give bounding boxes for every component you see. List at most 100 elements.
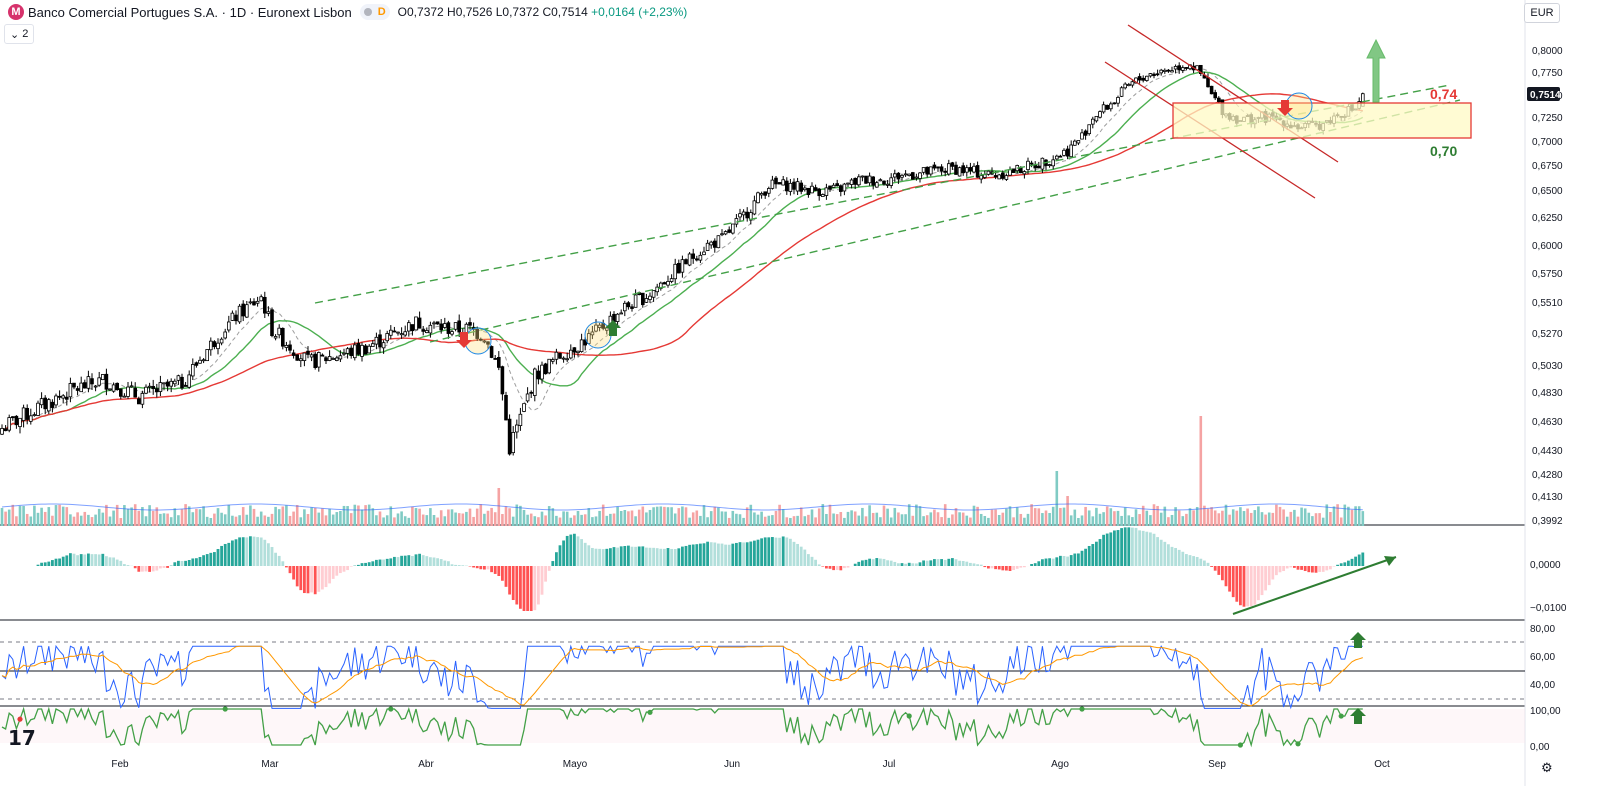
candle-body[interactable]	[670, 279, 673, 282]
candle-body[interactable]	[26, 408, 29, 419]
candle-body[interactable]	[1005, 176, 1008, 180]
candle-body[interactable]	[573, 348, 576, 352]
candlestick-layer[interactable]	[1, 62, 1365, 455]
candle-body[interactable]	[278, 328, 281, 335]
candle-body[interactable]	[893, 174, 896, 177]
candle-body[interactable]	[886, 184, 889, 185]
candle-body[interactable]	[861, 176, 864, 177]
candle-body[interactable]	[947, 164, 950, 174]
candle-body[interactable]	[382, 343, 385, 348]
candle-body[interactable]	[87, 377, 90, 389]
candle-body[interactable]	[785, 181, 788, 191]
candle-body[interactable]	[181, 377, 184, 388]
candle-body[interactable]	[245, 305, 248, 317]
candle-body[interactable]	[357, 343, 360, 354]
candle-body[interactable]	[724, 232, 727, 234]
candle-body[interactable]	[677, 263, 680, 273]
candle-body[interactable]	[130, 386, 133, 387]
candle-body[interactable]	[541, 365, 544, 379]
candle-body[interactable]	[926, 167, 929, 174]
candle-body[interactable]	[386, 334, 389, 341]
candle-body[interactable]	[1102, 105, 1105, 112]
candle-body[interactable]	[933, 165, 936, 168]
candle-body[interactable]	[569, 350, 572, 358]
candle-body[interactable]	[242, 304, 245, 316]
candle-body[interactable]	[577, 351, 580, 352]
candle-body[interactable]	[623, 303, 626, 310]
candle-body[interactable]	[1084, 131, 1087, 135]
candle-body[interactable]	[51, 402, 54, 407]
candle-body[interactable]	[1113, 103, 1116, 104]
candle-body[interactable]	[101, 374, 104, 379]
candle-body[interactable]	[310, 355, 313, 357]
candle-body[interactable]	[152, 386, 155, 388]
candle-body[interactable]	[1174, 66, 1177, 69]
candle-body[interactable]	[145, 387, 148, 393]
candle-body[interactable]	[119, 389, 122, 396]
candle-body[interactable]	[148, 386, 151, 387]
candle-body[interactable]	[929, 167, 932, 174]
candle-body[interactable]	[1027, 161, 1030, 169]
candle-body[interactable]	[987, 171, 990, 174]
candle-body[interactable]	[746, 212, 749, 218]
candle-body[interactable]	[1109, 104, 1112, 109]
candle-body[interactable]	[728, 230, 731, 233]
candle-body[interactable]	[1077, 140, 1080, 143]
candle-body[interactable]	[753, 201, 756, 214]
candle-body[interactable]	[1178, 66, 1181, 70]
candle-body[interactable]	[188, 375, 191, 387]
candle-body[interactable]	[37, 403, 40, 415]
candle-body[interactable]	[857, 177, 860, 185]
candle-body[interactable]	[440, 324, 443, 330]
candle-body[interactable]	[767, 189, 770, 194]
candle-body[interactable]	[533, 369, 536, 395]
candle-body[interactable]	[883, 181, 886, 184]
candle-body[interactable]	[69, 383, 72, 396]
candle-body[interactable]	[1073, 141, 1076, 145]
candle-body[interactable]	[537, 371, 540, 379]
candle-body[interactable]	[393, 331, 396, 332]
candle-body[interactable]	[739, 214, 742, 217]
candle-body[interactable]	[83, 383, 86, 388]
candle-body[interactable]	[15, 416, 18, 424]
candle-body[interactable]	[699, 255, 702, 260]
candle-body[interactable]	[22, 408, 25, 421]
candle-body[interactable]	[1185, 67, 1188, 68]
candle-body[interactable]	[965, 168, 968, 172]
candle-body[interactable]	[191, 364, 194, 375]
candle-body[interactable]	[688, 254, 691, 265]
candle-body[interactable]	[843, 184, 846, 191]
candle-body[interactable]	[422, 330, 425, 332]
candle-body[interactable]	[325, 358, 328, 361]
candle-body[interactable]	[940, 167, 943, 171]
candle-body[interactable]	[973, 166, 976, 172]
candle-body[interactable]	[1117, 97, 1120, 103]
candle-body[interactable]	[379, 335, 382, 347]
candle-body[interactable]	[155, 389, 158, 392]
candle-body[interactable]	[717, 236, 720, 248]
candle-body[interactable]	[1214, 93, 1217, 98]
candle-body[interactable]	[274, 336, 277, 338]
candle-body[interactable]	[796, 182, 799, 191]
candle-body[interactable]	[1138, 77, 1141, 81]
candle-body[interactable]	[94, 386, 97, 387]
drawings-layer[interactable]: 0,740,70	[315, 25, 1471, 354]
candle-body[interactable]	[109, 389, 112, 390]
candle-body[interactable]	[343, 353, 346, 354]
candle-body[interactable]	[1063, 150, 1066, 155]
candle-body[interactable]	[505, 395, 508, 420]
candle-body[interactable]	[706, 243, 709, 250]
candle-body[interactable]	[803, 188, 806, 190]
candle-body[interactable]	[490, 346, 493, 357]
candle-body[interactable]	[263, 297, 266, 313]
candle-body[interactable]	[346, 349, 349, 354]
candle-body[interactable]	[317, 352, 320, 367]
candle-body[interactable]	[681, 260, 684, 273]
candle-body[interactable]	[44, 398, 47, 409]
candle-body[interactable]	[1012, 169, 1015, 173]
candle-body[interactable]	[1153, 74, 1156, 75]
candle-body[interactable]	[195, 363, 198, 366]
candle-body[interactable]	[411, 325, 414, 331]
